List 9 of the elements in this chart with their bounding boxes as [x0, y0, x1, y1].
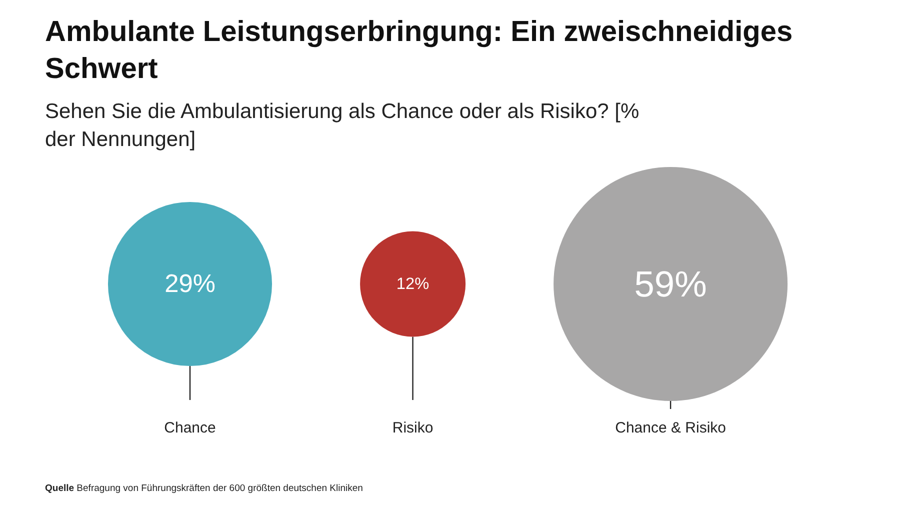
data-label: 59%: [634, 264, 707, 304]
category-label: Chance: [164, 420, 216, 437]
text: Sehen Sie die Ambulantisierung als Chance oder als Risiko? [% der Nennungen]: [45, 99, 640, 153]
data-label: 29%: [164, 270, 216, 298]
text: Ambulante Leistungserbringung: Ein zweischneidiges Schwert: [45, 15, 794, 87]
category-label: Risiko: [392, 420, 434, 437]
source-note: Quelle Befragung von Führungskräften der 600 größten deutschen Kliniken: [45, 483, 363, 494]
category-label: Chance & Risiko: [615, 420, 726, 437]
data-label: 12%: [396, 275, 430, 293]
